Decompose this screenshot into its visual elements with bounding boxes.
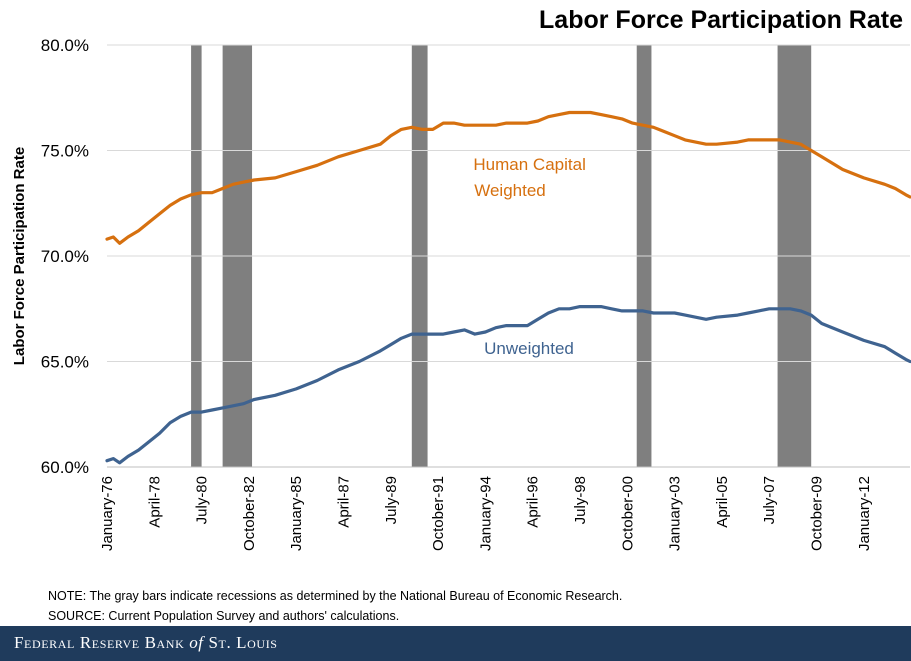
x-tick-label: July-80: [194, 476, 211, 524]
x-tick-label: April-78: [146, 476, 163, 528]
y-gridlines: [107, 44, 910, 362]
series-label-unweighted: Unweighted: [484, 339, 574, 358]
x-tick-label: January-12: [856, 476, 873, 551]
x-tick-label: January-03: [667, 476, 684, 551]
x-tick-label: April-96: [525, 476, 542, 528]
y-tick-label: 75.0%: [41, 142, 89, 161]
x-tick-label: October-00: [619, 476, 636, 551]
series-line-unweighted: [105, 305, 911, 465]
series-label-weighted-line-2: Weighted: [474, 181, 546, 200]
y-tick-label: 80.0%: [41, 36, 89, 55]
footer-bar: Federal Reserve Bank of St. Louis: [0, 626, 911, 661]
chart-area: 60.0% 65.0% 70.0% 75.0% 80.0% January-76 Apri…: [11, 36, 911, 551]
chart-notes: NOTE: The gray bars indicate recessions …: [48, 586, 622, 626]
footer-brand-pre: Federal Reserve Bank: [14, 633, 185, 652]
source-text: SOURCE: Current Population Survey and au…: [48, 609, 400, 623]
x-tick-label: April-05: [714, 476, 731, 528]
footer-brand-of: of: [189, 633, 204, 652]
series-lines: [105, 110, 911, 465]
series-label-weighted-line-1: Human Capital: [473, 155, 585, 174]
y-tick-label: 60.0%: [41, 458, 89, 477]
y-tick-label: 70.0%: [41, 247, 89, 266]
x-tick-label: July-98: [572, 476, 589, 524]
y-tick-label: 65.0%: [41, 353, 89, 372]
x-tick-label: January-94: [477, 476, 494, 551]
y-axis-label: Labor Force Participation Rate: [11, 147, 28, 365]
x-tick-label: July-89: [383, 476, 400, 524]
y-tick-labels: 60.0% 65.0% 70.0% 75.0% 80.0%: [41, 36, 89, 477]
footer-brand-post: St. Louis: [208, 633, 278, 652]
x-tick-label: October-09: [808, 476, 825, 551]
chart-title: Labor Force Participation Rate: [539, 6, 903, 34]
x-tick-label: October-91: [430, 476, 447, 551]
x-tick-labels: January-76 April-78 July-80 October-82 Janua…: [99, 476, 873, 551]
series-line-weighted: [105, 110, 911, 245]
x-tick-label: October-82: [241, 476, 258, 551]
x-tick-label: July-07: [761, 476, 778, 524]
x-tick-label: January-76: [99, 476, 116, 551]
series-label-weighted: Human Capital Weighted: [473, 155, 590, 200]
x-tick-label: January-85: [288, 476, 305, 551]
x-tick-label: April-87: [335, 476, 352, 528]
footer-brand: Federal Reserve Bank of St. Louis: [14, 633, 278, 653]
note-text: NOTE: The gray bars indicate recessions …: [48, 589, 623, 603]
